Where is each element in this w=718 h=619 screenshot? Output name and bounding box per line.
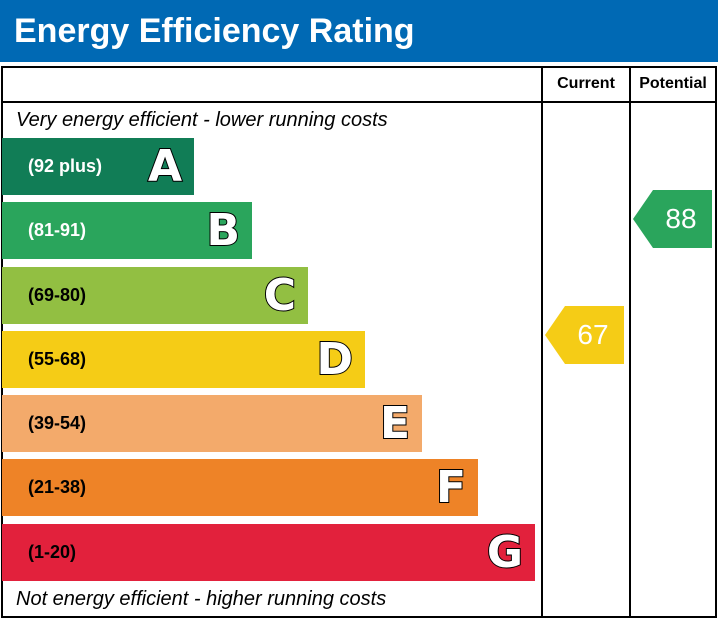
band-letter: F xyxy=(435,461,467,514)
band-bar-e: (39-54) E xyxy=(2,395,422,452)
divider xyxy=(629,66,631,618)
band-letter: B xyxy=(205,204,241,257)
band-range: (69-80) xyxy=(28,285,87,305)
divider xyxy=(1,101,717,103)
top-note: Very energy efficient - lower running co… xyxy=(16,109,388,131)
current-rating-arrow: 67 xyxy=(545,306,624,364)
band-letter: A xyxy=(147,140,183,193)
band-letter: C xyxy=(263,269,297,322)
column-header-current: Current xyxy=(557,75,615,92)
bottom-note: Not energy efficient - higher running co… xyxy=(16,588,387,610)
band-bar-c: (69-80) C xyxy=(2,267,308,324)
potential-rating-value: 88 xyxy=(665,203,697,234)
band-bar-d: (55-68) D xyxy=(2,331,365,388)
band-letter: G xyxy=(486,526,524,579)
band-range: (21-38) xyxy=(28,477,87,497)
band-bar-b: (81-91) B xyxy=(2,202,252,259)
band-range: (39-54) xyxy=(28,413,87,433)
band-bar-f: (21-38) F xyxy=(2,459,478,516)
band-letter: D xyxy=(315,333,354,386)
column-header-potential: Potential xyxy=(639,75,707,92)
divider xyxy=(541,66,543,618)
current-rating-value: 67 xyxy=(577,319,609,350)
band-bar-a: (92 plus) A xyxy=(2,138,194,195)
band-bar-g: (1-20) G xyxy=(2,524,535,581)
band-range: (92 plus) xyxy=(28,156,103,176)
band-range: (1-20) xyxy=(28,542,77,562)
chart-title: Energy Efficiency Rating xyxy=(0,0,718,62)
band-letter: E xyxy=(379,397,411,450)
band-range: (55-68) xyxy=(28,349,87,369)
band-range: (81-91) xyxy=(28,220,87,240)
potential-rating-arrow: 88 xyxy=(633,190,712,248)
